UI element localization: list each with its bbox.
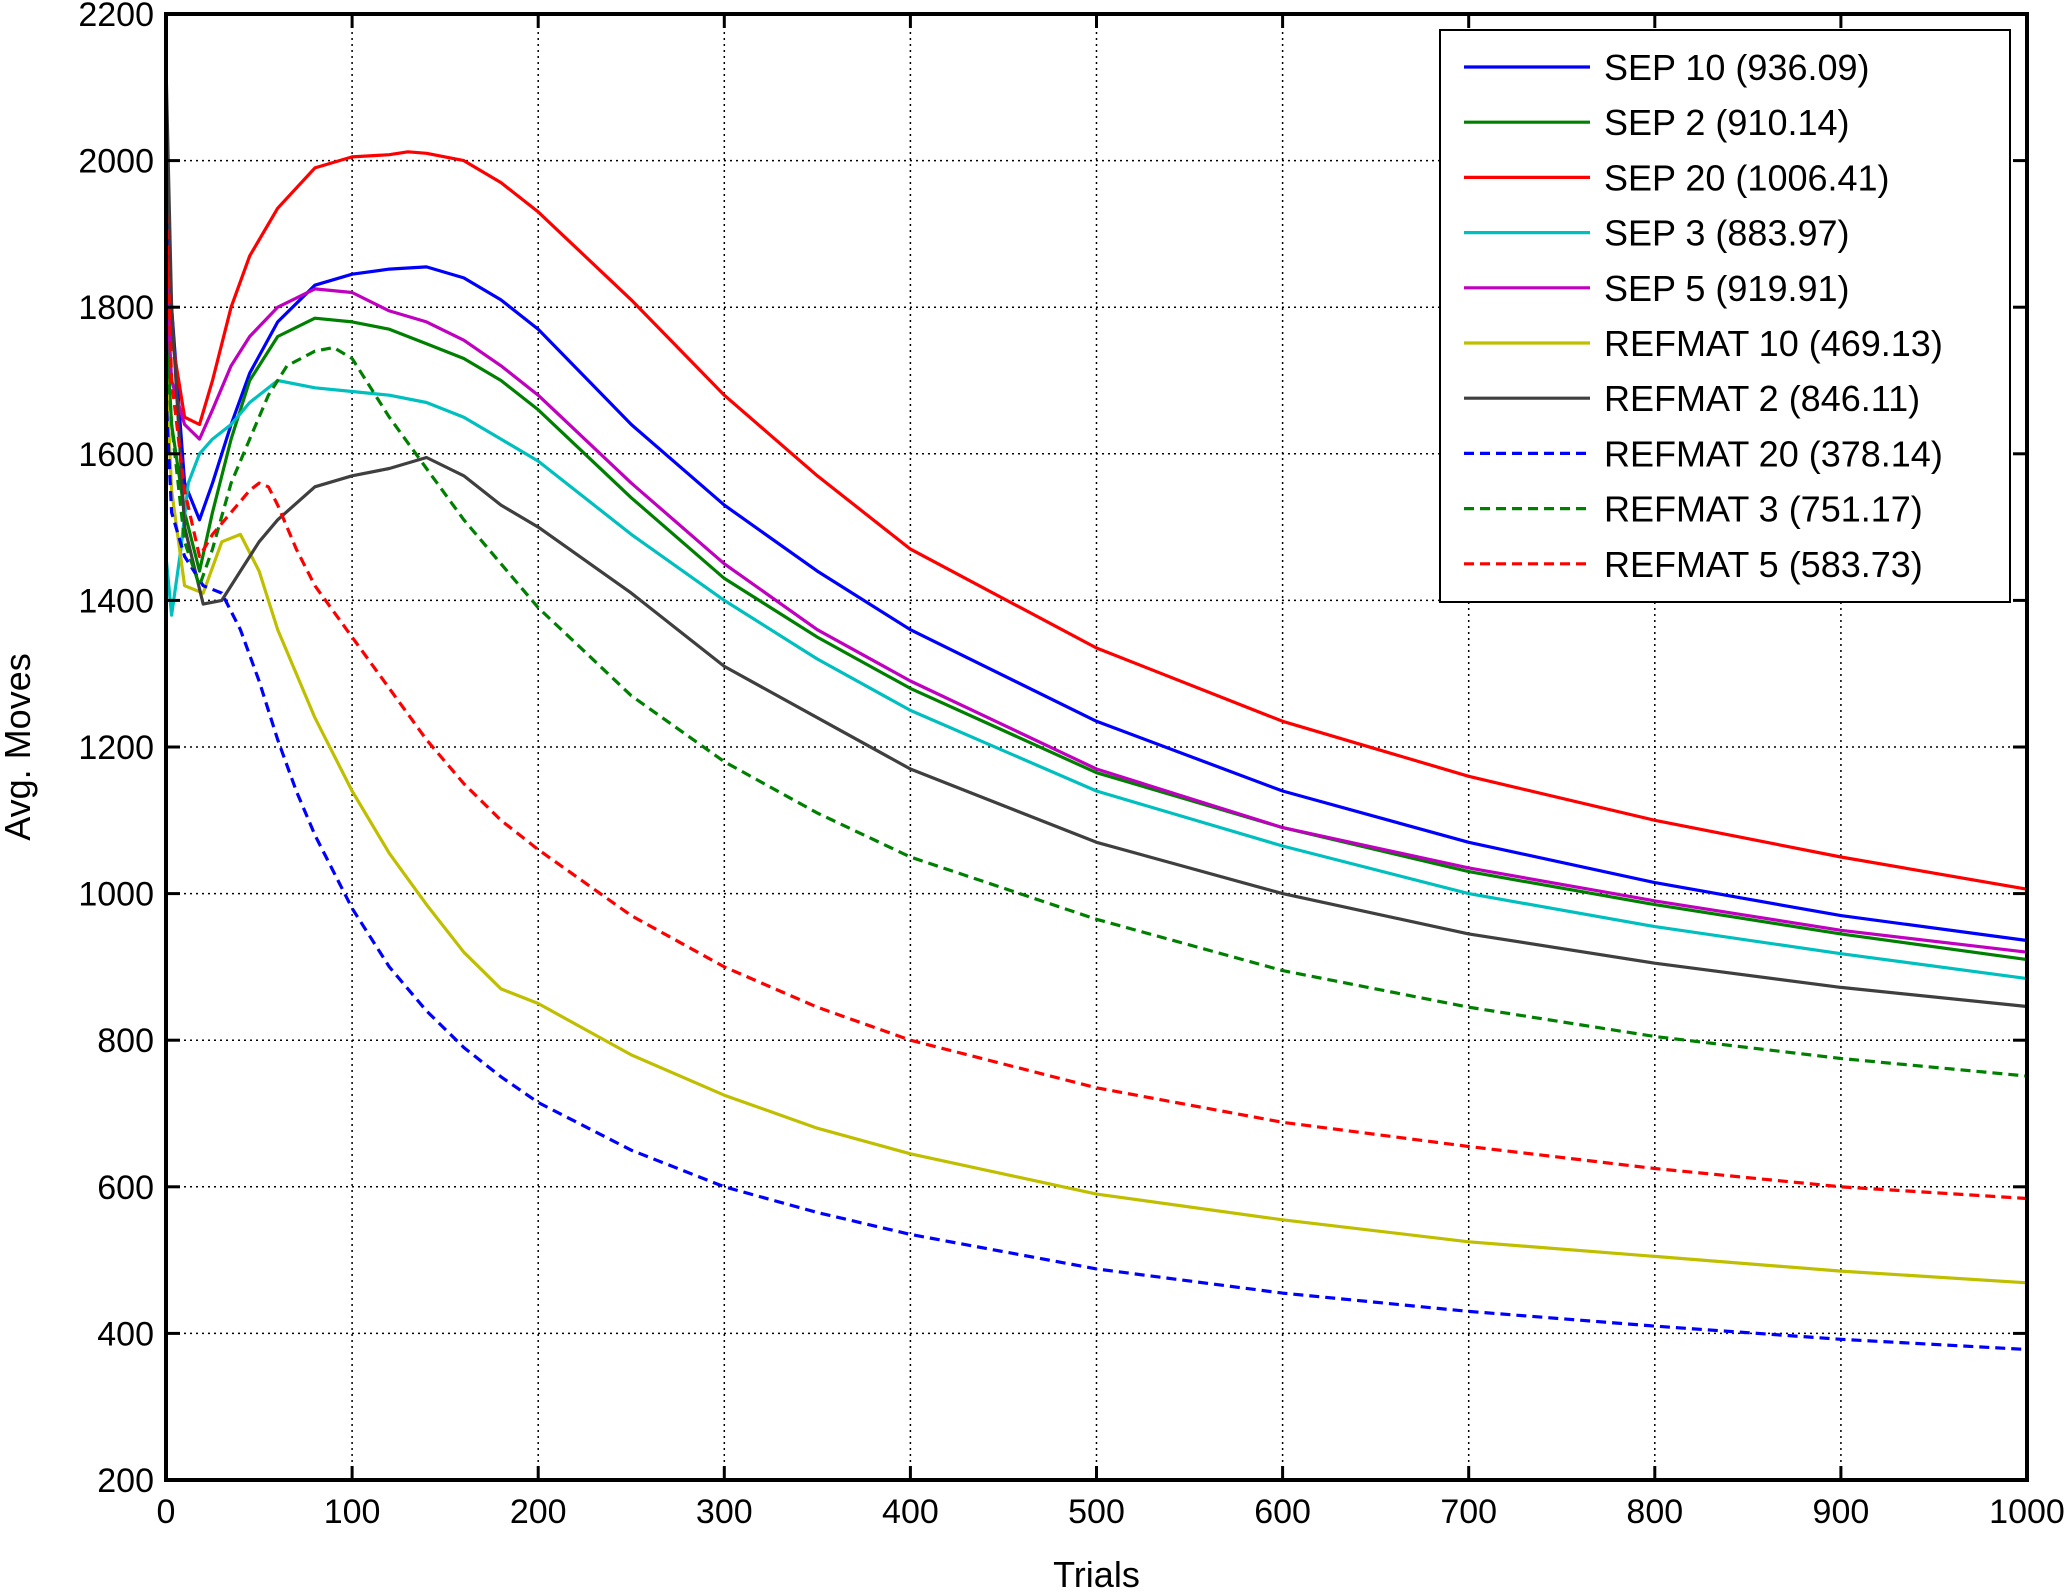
series-line-10 — [164, 197, 2028, 1201]
x-tick-label: 400 — [882, 1493, 939, 1531]
series-lines — [164, 65, 2028, 1352]
y-tick-label: 2000 — [78, 143, 154, 181]
x-tick-label: 500 — [1068, 1493, 1125, 1531]
y-tick-label: 1800 — [78, 289, 154, 327]
legend-label: SEP 3 (883.97) — [1604, 213, 1850, 254]
legend: SEP 10 (936.09) SEP 2 (910.14) SEP 20 (100… — [1439, 29, 2011, 603]
x-tick-label: 0 — [157, 1493, 176, 1531]
series-line-3 — [164, 150, 2028, 891]
x-tick-label: 600 — [1254, 1493, 1311, 1531]
y-axis-label: Avg. Moves — [0, 653, 38, 840]
y-tick-label: 800 — [97, 1022, 154, 1060]
x-tick-label: 1000 — [1989, 1493, 2065, 1531]
series-line-9 — [164, 336, 2028, 1078]
series-line-5 — [164, 270, 2028, 954]
y-tick-label: 2200 — [78, 0, 154, 34]
x-tick-label: 700 — [1440, 1493, 1497, 1531]
x-tick-label: 300 — [696, 1493, 753, 1531]
y-tick-label: 200 — [97, 1462, 154, 1500]
legend-label: SEP 2 (910.14) — [1604, 102, 1850, 143]
grid-lines — [166, 14, 2027, 1480]
series-line-7 — [164, 65, 2028, 1009]
legend-label: REFMAT 3 (751.17) — [1604, 489, 1923, 530]
y-tick-label: 1400 — [78, 582, 154, 620]
legend-box — [1439, 29, 2011, 603]
legend-label: SEP 5 (919.91) — [1604, 268, 1850, 309]
series-line-1 — [164, 189, 2028, 943]
legend-label: REFMAT 2 (846.11) — [1604, 378, 1920, 419]
y-tick-label: 1000 — [78, 876, 154, 914]
legend-label: SEP 10 (936.09) — [1604, 47, 1870, 88]
x-axis-label: Trials — [1053, 1554, 1140, 1592]
series-line-8 — [164, 395, 2028, 1352]
y-tick-label: 1600 — [78, 436, 154, 474]
x-tick-label: 900 — [1813, 1493, 1870, 1531]
legend-label: REFMAT 10 (469.13) — [1604, 323, 1943, 364]
x-tick-label: 200 — [510, 1493, 567, 1531]
axis-ticks: 0 100 200 300 400 500 600 700 800 900 1000 200 400 60… — [78, 0, 2064, 1531]
y-tick-label: 1200 — [78, 729, 154, 767]
x-tick-label: 100 — [324, 1493, 381, 1531]
y-tick-label: 400 — [97, 1315, 154, 1353]
series-line-6 — [164, 365, 2028, 1285]
x-tick-label: 800 — [1626, 1493, 1683, 1531]
series-line-4 — [164, 378, 2028, 981]
legend-label: REFMAT 5 (583.73) — [1604, 544, 1923, 585]
legend-label: REFMAT 20 (378.14) — [1604, 433, 1943, 474]
y-tick-label: 600 — [97, 1169, 154, 1207]
legend-label: SEP 20 (1006.41) — [1604, 157, 1890, 198]
